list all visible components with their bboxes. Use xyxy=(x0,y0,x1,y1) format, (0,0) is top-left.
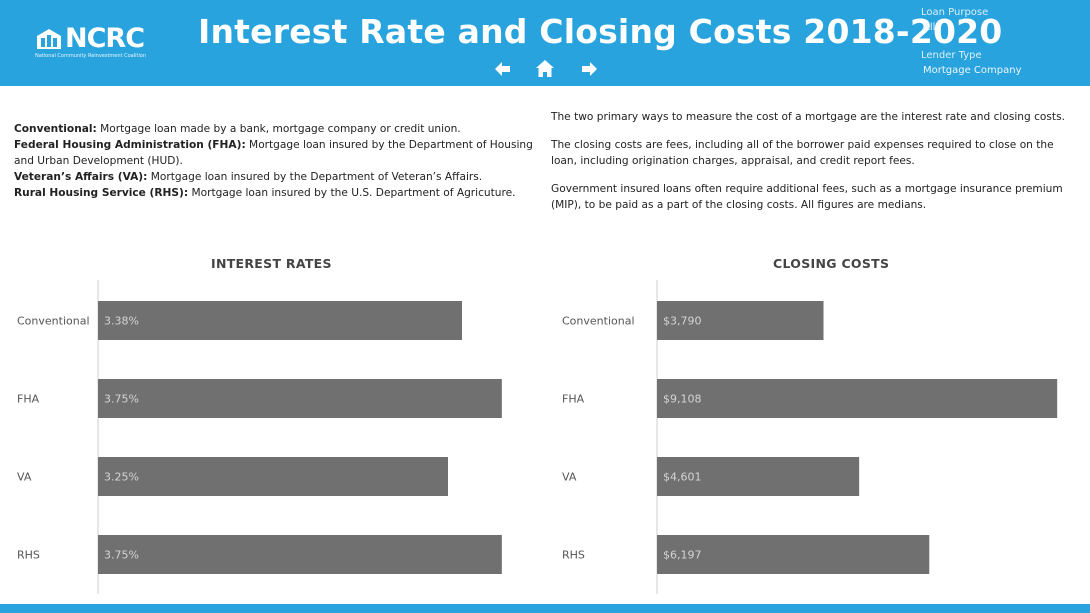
cost-notes: The two primary ways to measure the cost… xyxy=(551,109,1081,225)
home-icon[interactable] xyxy=(535,59,555,79)
header-bar: NCRC National Community Reinvestment Coa… xyxy=(0,0,1090,86)
category-label: VA xyxy=(17,471,32,484)
definition-conventional: Conventional: Mortgage loan made by a ba… xyxy=(14,121,539,137)
value-label: $6,197 xyxy=(663,549,702,562)
value-label: $3,790 xyxy=(663,315,702,328)
definition-va: Veteran’s Affairs (VA): Mortgage loan in… xyxy=(14,169,539,185)
definition-text: Mortgage loan insured by the Department … xyxy=(147,171,483,183)
bar-va[interactable] xyxy=(657,457,860,496)
category-label: VA xyxy=(562,471,577,484)
ncrc-logo[interactable]: NCRC National Community Reinvestment Coa… xyxy=(35,23,150,63)
category-label: Conventional xyxy=(562,315,635,328)
loan-purpose-label: Loan Purpose xyxy=(921,7,989,18)
logo-subtext: National Community Reinvestment Coalitio… xyxy=(35,53,147,59)
category-label: FHA xyxy=(17,393,40,406)
value-label: 3.75% xyxy=(104,393,139,406)
definition-fha: Federal Housing Administration (FHA): Mo… xyxy=(14,137,539,169)
arrow-left-icon[interactable] xyxy=(493,59,513,79)
definition-term: Rural Housing Service (RHS): xyxy=(14,187,189,199)
page-title: Interest Rate and Closing Costs 2018-202… xyxy=(198,12,1003,51)
definition-term: Federal Housing Administration (FHA): xyxy=(14,139,246,151)
category-label: RHS xyxy=(17,549,40,562)
category-label: RHS xyxy=(562,549,585,562)
loan-purpose-select[interactable]: All xyxy=(923,22,936,33)
house-logo-icon xyxy=(37,29,61,49)
bar-rhs[interactable] xyxy=(657,535,930,574)
logo-text: NCRC xyxy=(65,23,145,54)
category-label: Conventional xyxy=(17,315,90,328)
interest-rates-title: INTEREST RATES xyxy=(211,256,332,271)
bar-conventional[interactable] xyxy=(98,301,462,340)
lender-type-label: Lender Type xyxy=(921,50,982,61)
value-label: 3.75% xyxy=(104,549,139,562)
definition-term: Conventional: xyxy=(14,123,97,135)
value-label: $4,601 xyxy=(663,471,702,484)
arrow-right-icon[interactable] xyxy=(579,59,599,79)
interest-rates-chart: Conventional 3.38% FHA 3.75% VA 3.25% RHS 3.75% xyxy=(17,280,502,594)
loan-definitions: Conventional: Mortgage loan made by a ba… xyxy=(14,121,539,201)
value-label: $9,108 xyxy=(663,393,702,406)
footer-bar xyxy=(0,604,1090,613)
bar-va[interactable] xyxy=(98,457,448,496)
bar-fha[interactable] xyxy=(98,379,502,418)
bar-rhs[interactable] xyxy=(98,535,502,574)
bar-fha[interactable] xyxy=(657,379,1058,418)
note-paragraph: The two primary ways to measure the cost… xyxy=(551,111,1065,123)
closing-costs-chart: Conventional $3,790 FHA $9,108 VA $4,601 RHS $6… xyxy=(562,280,1058,594)
definition-rhs: Rural Housing Service (RHS): Mortgage lo… xyxy=(14,185,539,201)
value-label: 3.25% xyxy=(104,471,139,484)
value-label: 3.38% xyxy=(104,315,139,328)
note-paragraph: Government insured loans often require a… xyxy=(551,183,1063,211)
closing-costs-title: CLOSING COSTS xyxy=(773,256,890,271)
definition-text: Mortgage loan insured by the U.S. Depart… xyxy=(188,187,516,199)
bar-conventional[interactable] xyxy=(657,301,824,340)
note-paragraph: The closing costs are fees, including al… xyxy=(551,139,1054,167)
lender-type-select[interactable]: Mortgage Company xyxy=(923,65,1022,76)
definition-term: Veteran’s Affairs (VA): xyxy=(14,171,148,183)
definition-text: Mortgage loan made by a bank, mortgage c… xyxy=(96,123,461,135)
category-label: FHA xyxy=(562,393,585,406)
definition-text: Mortgage loan insured by the Department … xyxy=(14,139,533,167)
